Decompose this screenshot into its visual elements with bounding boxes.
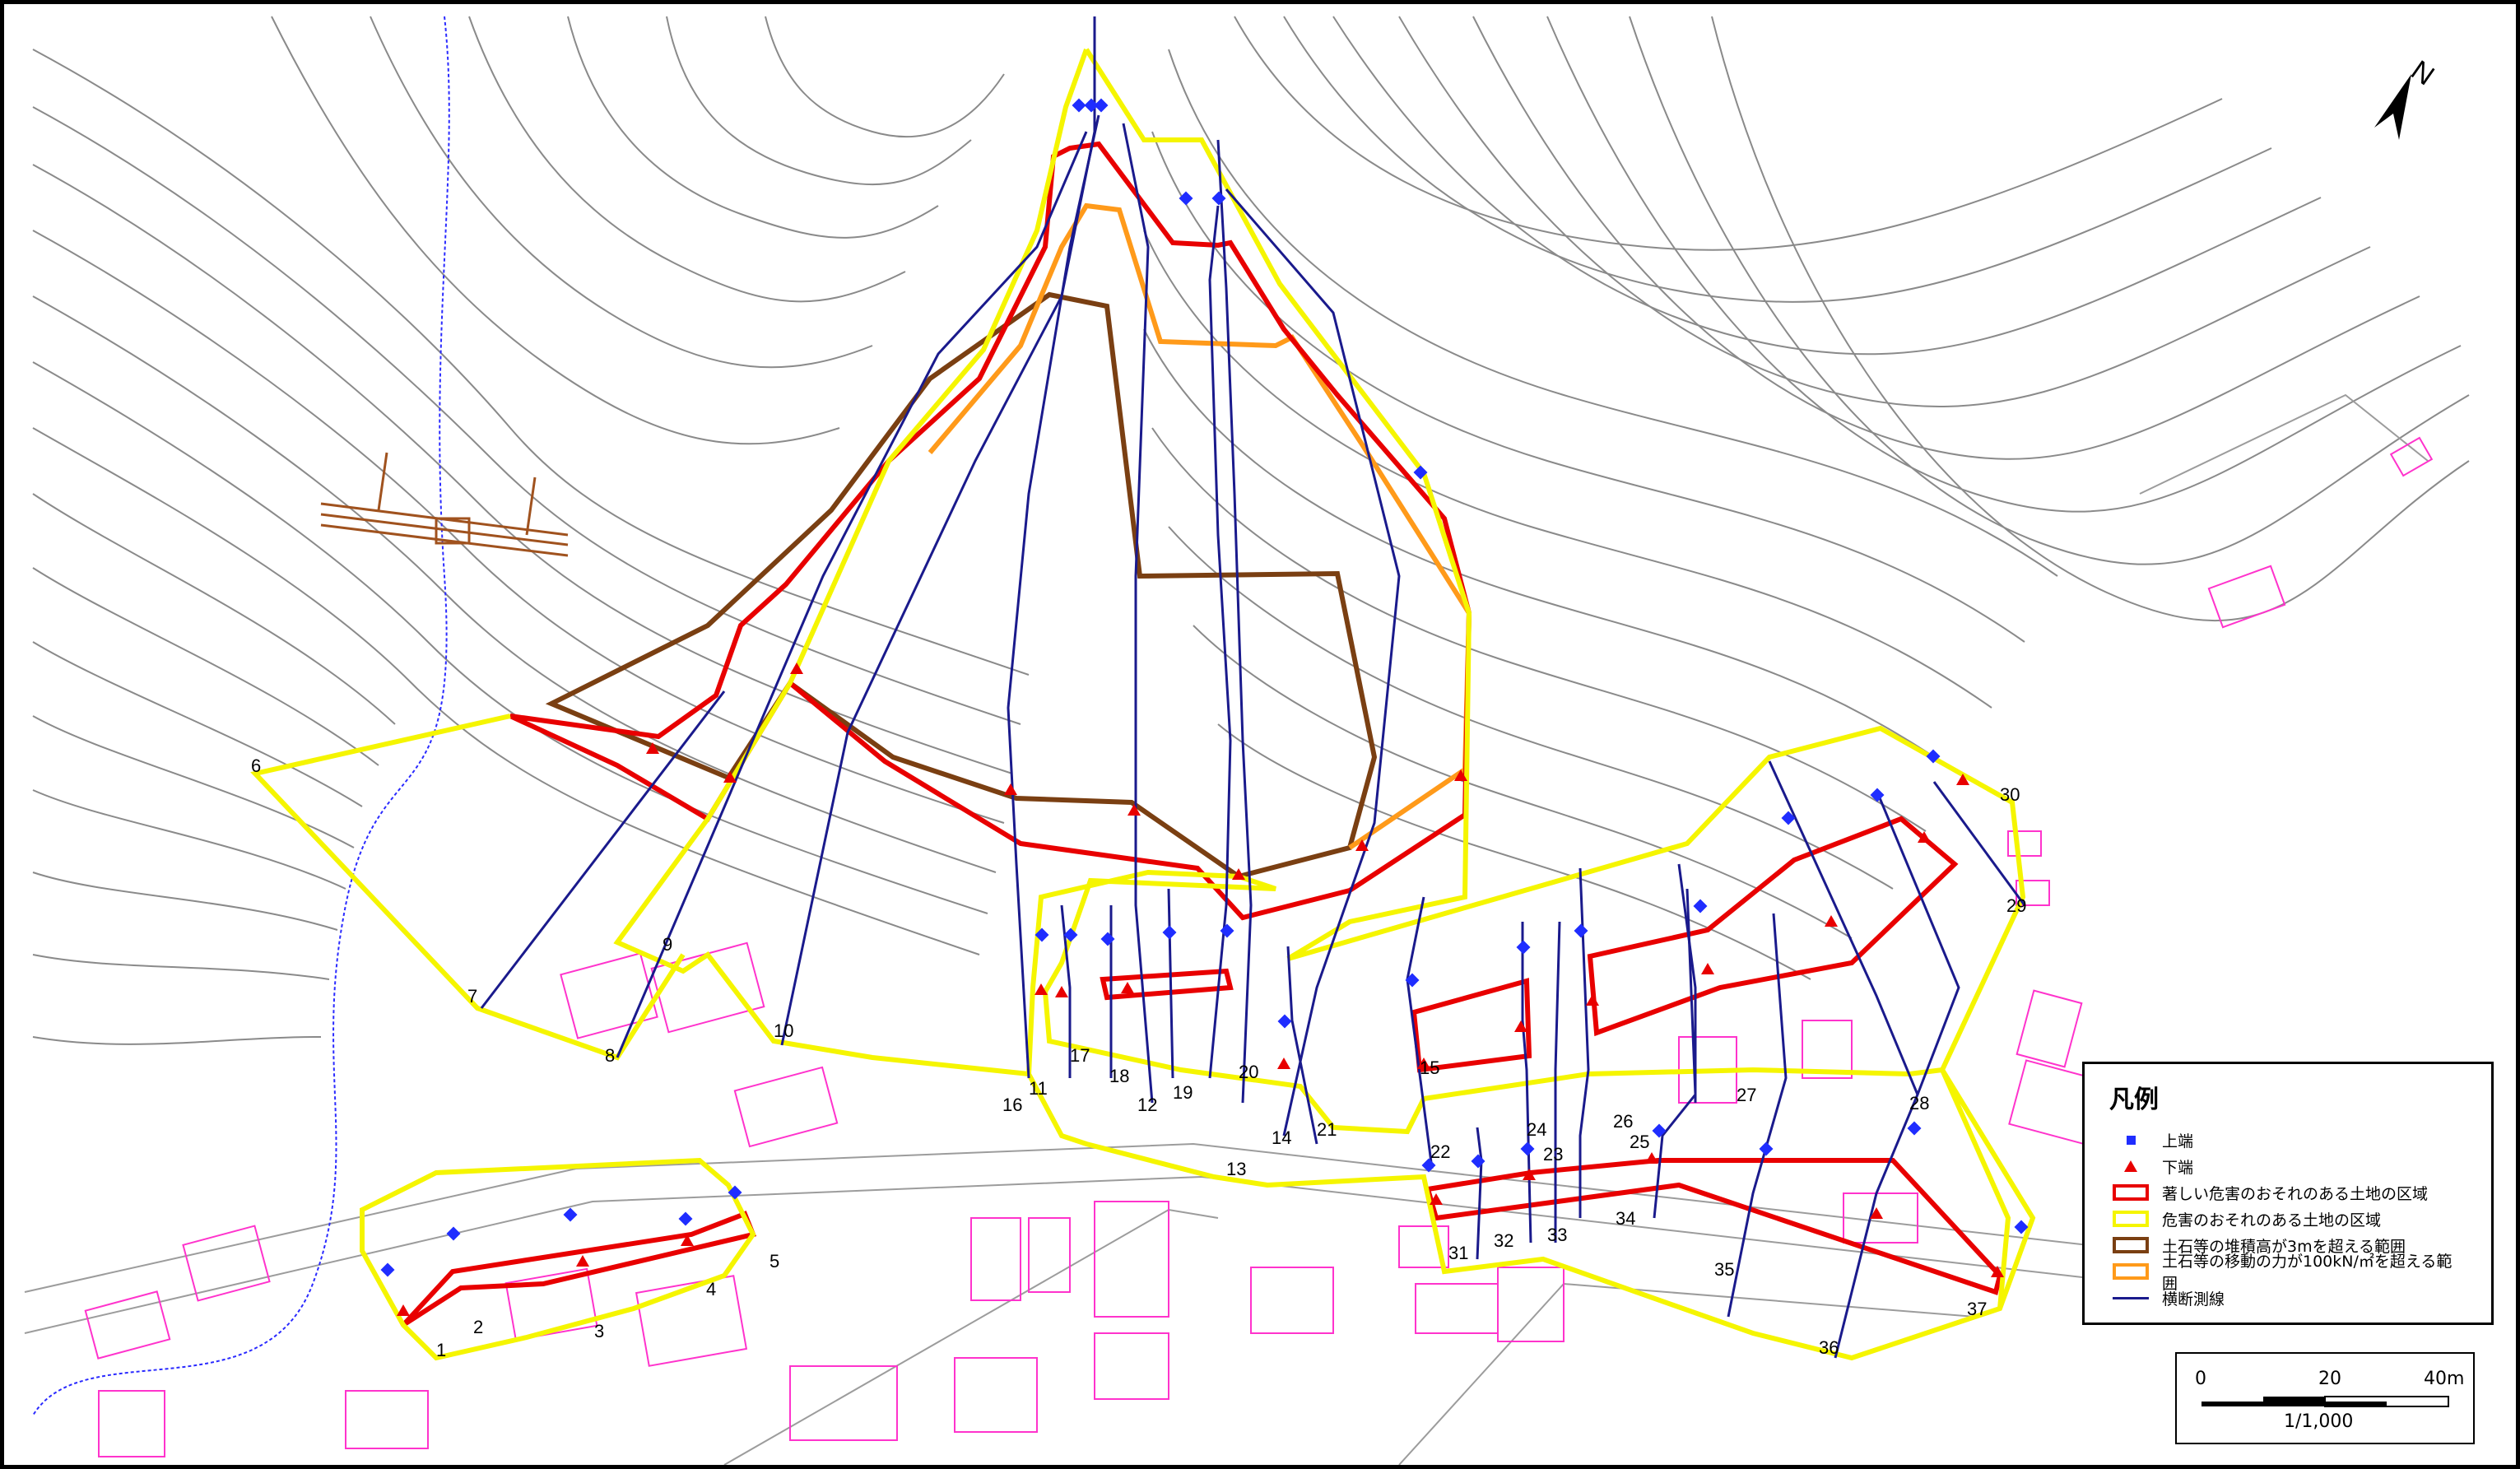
section-label: 10	[774, 1020, 793, 1041]
yellow-box-icon	[2113, 1211, 2149, 1227]
legend-title: 凡例	[2109, 1085, 2159, 1114]
section-label: 25	[1630, 1132, 1649, 1152]
section-label: 26	[1613, 1111, 1633, 1132]
section-label: 16	[1002, 1095, 1022, 1115]
section-label: 31	[1448, 1243, 1468, 1263]
section-label: 28	[1909, 1093, 1929, 1113]
legend-item-label: 著しい危害のおそれのある土地の区域	[2162, 1184, 2429, 1203]
section-label: 7	[467, 986, 477, 1006]
red-triangle-icon	[2124, 1160, 2137, 1172]
legend-item-label: 横断測線	[2162, 1290, 2225, 1309]
legend-item: 土石等の移動の力が100kN/㎡を超える範囲	[2109, 1253, 2467, 1293]
section-labels: 1 2 3 4 5 6 7 8 9 10 11 16 17 18 12 19 2…	[251, 755, 2026, 1360]
section-label: 37	[1967, 1299, 1987, 1319]
scale-tick-label: 40m	[2424, 1369, 2465, 1389]
section-label: 34	[1616, 1208, 1635, 1229]
scale-tick-label: 20	[2318, 1369, 2341, 1389]
roads	[24, 393, 2429, 1466]
navy-line-icon	[2113, 1296, 2149, 1299]
section-label: 6	[251, 755, 261, 776]
bridge	[320, 452, 569, 557]
section-label: 17	[1070, 1045, 1090, 1066]
legend-item-label: 土石等の堆積高が3mを超える範囲	[2162, 1237, 2406, 1256]
section-label: 24	[1527, 1119, 1546, 1140]
section-label: 35	[1714, 1259, 1734, 1280]
section-label: 18	[1109, 1066, 1129, 1086]
section-label: 8	[605, 1045, 615, 1066]
section-label: 14	[1272, 1127, 1291, 1148]
orange-box-icon	[2113, 1263, 2149, 1280]
legend-item: 上端	[2109, 1127, 2467, 1153]
red-box-icon	[2113, 1184, 2149, 1201]
section-label: 19	[1173, 1082, 1193, 1103]
section-label: 12	[1137, 1095, 1157, 1115]
section-label: 15	[1420, 1058, 1439, 1078]
section-label: 4	[706, 1279, 716, 1299]
section-label: 21	[1317, 1119, 1337, 1140]
section-label: 33	[1547, 1225, 1567, 1245]
section-label: 20	[1239, 1062, 1258, 1082]
section-label: 3	[594, 1321, 604, 1341]
north-arrow-icon	[2374, 74, 2411, 140]
section-label: 5	[769, 1251, 779, 1271]
section-label: 30	[2000, 784, 2020, 805]
legend-item: 著しい危害のおそれのある土地の区域	[2109, 1179, 2467, 1206]
section-label: 23	[1543, 1144, 1563, 1165]
warning-zones	[250, 48, 2036, 1361]
section-label: 22	[1430, 1141, 1450, 1162]
scale-tick-label: 0	[2195, 1369, 2206, 1389]
legend-item-label: 危害のおそれのある土地の区域	[2162, 1211, 2382, 1230]
section-label: 2	[473, 1317, 483, 1337]
legend-item-label: 下端	[2162, 1158, 2194, 1177]
legend-item: 下端	[2109, 1153, 2467, 1179]
legend-item: 土石等の堆積高が3mを超える範囲	[2109, 1232, 2467, 1258]
section-label: 11	[1029, 1078, 1048, 1099]
brown-box-icon	[2113, 1237, 2149, 1253]
blue-square-icon	[2126, 1135, 2136, 1145]
deposit-zone	[545, 291, 1378, 880]
section-label: 9	[663, 934, 672, 955]
legend: 凡例 上端 下端 著しい危害のおそれのある土地の区域 危害のおそれのある土地の区…	[2082, 1062, 2494, 1325]
north-arrow: N	[2374, 54, 2440, 140]
section-lines	[480, 16, 2026, 1359]
section-label: 36	[1819, 1337, 1839, 1358]
section-label: 27	[1737, 1085, 1756, 1105]
section-label: 32	[1494, 1230, 1513, 1251]
scale-bar-graphic	[2202, 1396, 2449, 1407]
scale-ratio: 1/1,000	[2284, 1411, 2354, 1432]
section-label: 1	[436, 1340, 446, 1360]
bottom-markers	[397, 662, 2004, 1316]
legend-item: 危害のおそれのある土地の区域	[2109, 1206, 2467, 1232]
legend-item-label: 土石等の移動の力が100kN/㎡を超える範囲	[2162, 1253, 2453, 1293]
contour-lines	[32, 16, 2470, 1045]
section-label: 29	[2006, 895, 2026, 916]
legend-item: 横断測線	[2109, 1285, 2467, 1311]
legend-item-label: 上端	[2162, 1132, 2194, 1151]
section-label: 13	[1226, 1159, 1246, 1179]
scale-bar: 0 20 40m 1/1,000	[2175, 1352, 2475, 1444]
